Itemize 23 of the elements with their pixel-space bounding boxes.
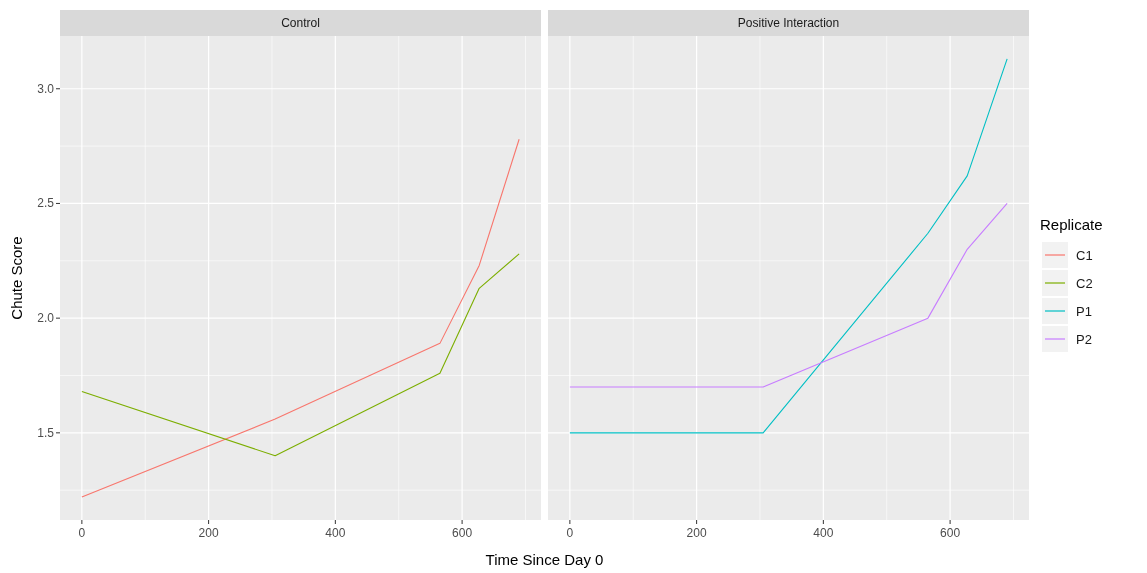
y-tick-label: 2.5: [37, 196, 55, 211]
x-tick-label: 0: [78, 526, 86, 540]
line-series: [81, 253, 520, 457]
x-tick-label: 200: [686, 526, 707, 540]
x-tick-label: 400: [813, 526, 834, 540]
legend-title: Replicate: [1040, 216, 1103, 233]
y-tick-label: 3.0: [37, 81, 55, 96]
y-tick-label: 1.5: [37, 425, 55, 440]
line-series: [81, 138, 520, 498]
x-tick-label: 600: [940, 526, 961, 540]
legend-label: P1: [1076, 304, 1092, 319]
y-tick-label: 2.0: [37, 311, 55, 326]
chart-title: Control: [281, 16, 320, 30]
x-tick-label: 200: [198, 526, 219, 540]
legend-label: C2: [1076, 276, 1093, 291]
chart-title: Positive Interaction: [737, 16, 840, 30]
x-tick-label: 400: [325, 526, 346, 540]
legend-label: P2: [1076, 332, 1092, 347]
x-tick-label: 600: [452, 526, 473, 540]
x-tick-label: 0: [566, 526, 574, 540]
y-axis-title: Chute Score: [8, 236, 25, 320]
x-axis-title: Time Since Day 0: [485, 551, 604, 568]
legend-label: C1: [1076, 248, 1093, 263]
